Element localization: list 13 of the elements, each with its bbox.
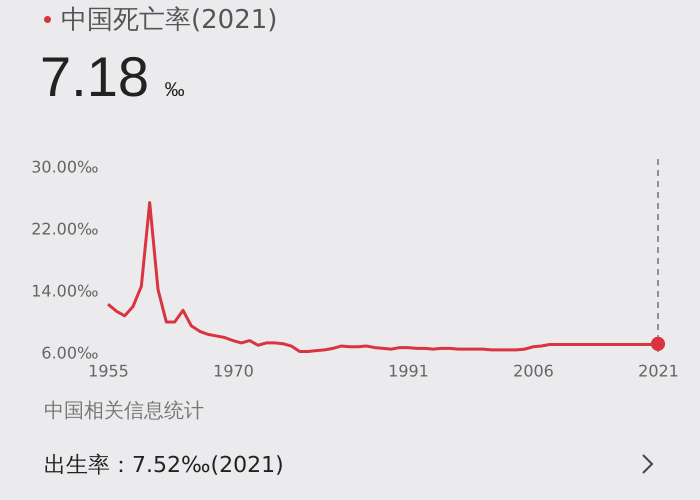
chart-subtitle: 7.18 ‰	[40, 44, 185, 109]
x-tick-label: 2021	[638, 362, 679, 380]
x-tick-label: 1991	[388, 362, 429, 380]
chart-title: 中国死亡率(2021)	[61, 4, 278, 37]
text: 中国相关信息统计	[44, 397, 204, 424]
y-tick-label: 6.00‰	[41, 344, 98, 362]
y-tick-label: 14.00‰	[31, 282, 98, 300]
y-tick-label: 22.00‰	[31, 220, 98, 238]
y-tick-label: 30.00‰	[31, 158, 98, 176]
x-tick-label: 1970	[213, 362, 254, 380]
x-tick-label: 1955	[88, 362, 129, 380]
x-tick-label: 2006	[513, 362, 554, 380]
text: 出生率：7.52‰(2021)	[44, 452, 284, 480]
